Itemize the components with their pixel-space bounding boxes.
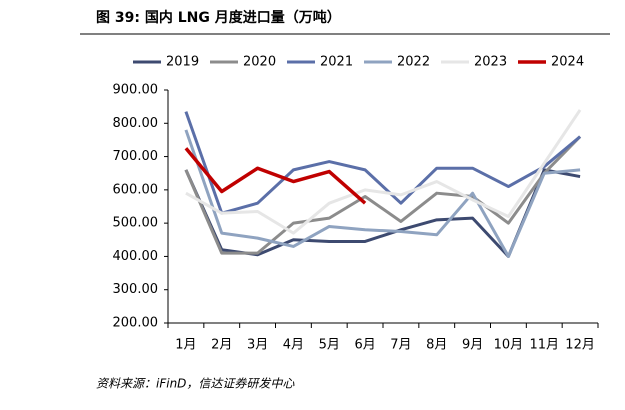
y-tick-label: 600.00 <box>113 182 159 197</box>
x-tick-label: 8月 <box>426 338 447 353</box>
x-tick-label: 6月 <box>354 338 375 353</box>
chart-title: 图 39: 国内 LNG 月度进口量（万吨） <box>96 9 341 26</box>
series-line <box>184 111 582 215</box>
legend-label: 2023 <box>474 55 507 70</box>
x-tick-label: 1月 <box>175 338 196 353</box>
y-tick-label: 800.00 <box>113 116 159 131</box>
x-tick-label: 7月 <box>390 338 411 353</box>
x-tick-label: 9月 <box>462 338 483 353</box>
series-line <box>184 147 367 205</box>
y-tick-label: 200.00 <box>113 316 159 331</box>
y-tick-label: 700.00 <box>113 149 159 164</box>
x-tick-label: 12月 <box>565 338 595 353</box>
x-tick-label: 5月 <box>319 338 340 353</box>
y-tick-label: 500.00 <box>113 216 159 231</box>
y-tick-label: 400.00 <box>113 249 159 264</box>
legend-label: 2019 <box>166 55 199 70</box>
source: 资料来源：iFinD，信达证券研发中心 <box>96 377 295 391</box>
legend-label: 2024 <box>551 55 584 70</box>
legend-label: 2020 <box>243 55 276 70</box>
y-tick-label: 900.00 <box>113 83 159 98</box>
y-tick-label: 300.00 <box>113 282 159 297</box>
x-tick-label: 3月 <box>247 338 268 353</box>
x-tick-label: 11月 <box>529 338 559 353</box>
series-line <box>185 109 582 235</box>
series-line <box>184 129 581 258</box>
legend-label: 2022 <box>397 55 430 70</box>
legend-label: 2021 <box>320 55 353 70</box>
x-tick-label: 2月 <box>211 338 232 353</box>
series-line <box>184 135 582 255</box>
x-tick-label: 10月 <box>494 338 524 353</box>
x-tick-label: 4月 <box>283 338 304 353</box>
